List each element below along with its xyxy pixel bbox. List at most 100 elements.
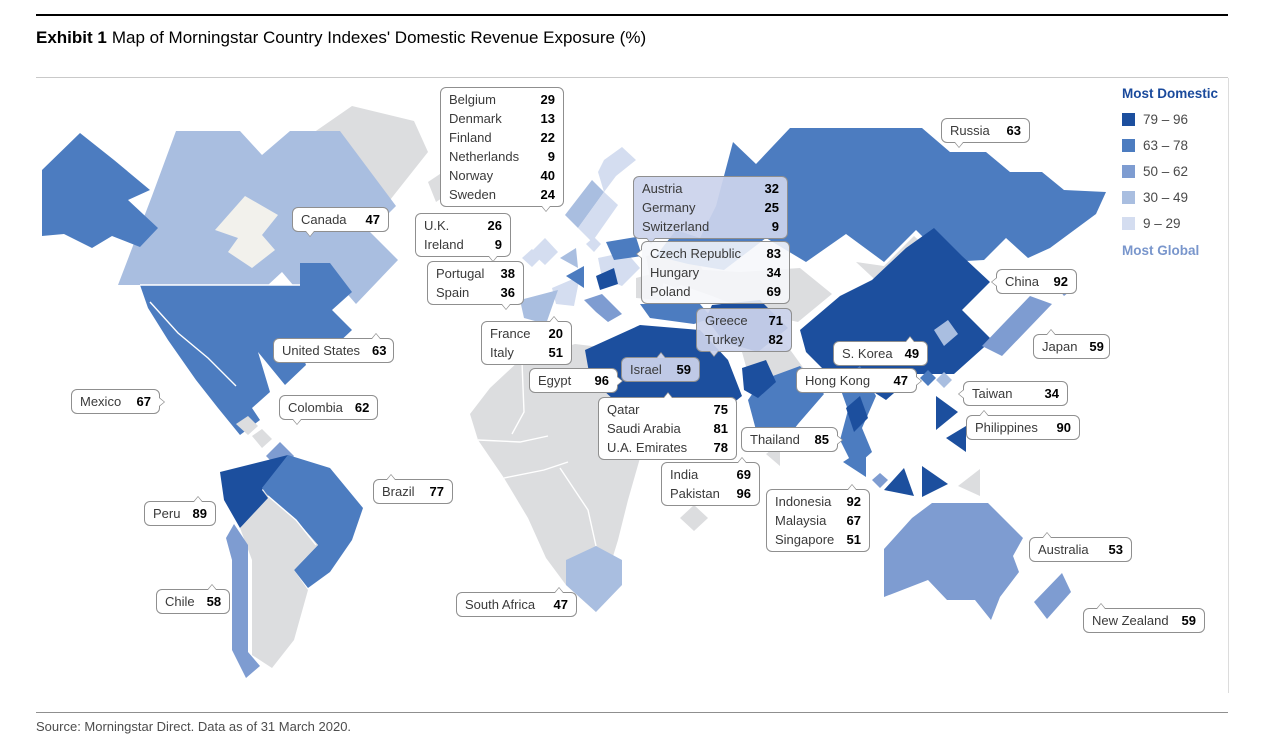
map-shape-philippines-2 [946,426,966,452]
country-name: Philippines [975,420,1038,435]
country-row: Finland 22 [449,128,555,147]
exhibit-title-text: Map of Morningstar Country Indexes' Dome… [111,28,647,47]
map-label-s-korea: S. Korea 49 [833,336,928,366]
country-row: New Zealand 59 [1092,611,1196,630]
map-shape-malaysia [843,447,866,477]
country-name: Malaysia [775,513,827,528]
country-name: Mexico [80,394,122,409]
map-shape-africa-border-1 [477,435,549,443]
map-shape-s-korea [934,320,958,346]
country-row: France 20 [490,324,563,343]
label-tail [501,304,511,310]
country-row: S. Korea 49 [842,344,919,363]
country-row: Ireland 9 [424,235,502,254]
legend-swatch [1122,191,1135,204]
country-value: 81 [713,421,728,436]
label-tail [1096,603,1106,609]
country-row: Hungary 34 [650,263,781,282]
map-shape-south-africa [566,546,622,612]
map-label-hong-kong: Hong Kong 47 [796,368,922,393]
country-value: 47 [553,597,568,612]
label-tail [954,142,964,148]
map-label-peru: Peru 89 [144,496,216,526]
map-label-india-pakistan: India 69 Pakistan 96 [661,457,760,506]
map-label-cee: Czech Republic 83 Hungary 34 Poland 69 [636,241,790,304]
country-row: Peru 89 [153,504,207,523]
country-value: 71 [768,313,783,328]
map-shape-norway [565,180,604,228]
right-edge-rule [1228,78,1229,693]
map-label-mexico: Mexico 67 [71,389,165,414]
map-shape-alps-1 [560,248,578,268]
country-name: Hong Kong [805,373,871,388]
legend-bucket: 30 – 49 [1122,190,1232,205]
country-value: 47 [365,212,380,227]
label-tail [305,231,315,237]
country-value: 75 [713,402,728,417]
label-tail [837,435,843,445]
country-value: 51 [846,532,861,547]
country-name: New Zealand [1092,613,1169,628]
country-name: Norway [449,168,494,183]
country-value: 40 [540,168,555,183]
map-label-sea: Indonesia 92 Malaysia 67 Singapore 51 [766,484,870,552]
country-value: 22 [540,130,555,145]
country-value: 36 [500,285,515,300]
country-name: Colombia [288,400,343,415]
country-name: Canada [301,212,347,227]
country-value: 13 [540,111,555,126]
map-shape-japan [982,296,1052,356]
country-name: Switzerland [642,219,710,234]
label-tail [617,376,623,386]
country-row: Hong Kong 47 [805,371,908,390]
country-value: 96 [736,486,751,501]
country-name: Turkey [705,332,745,347]
country-value: 59 [1089,339,1104,354]
country-name: Poland [650,284,691,299]
country-row: Saudi Arabia 81 [607,419,728,438]
label-tail [549,316,559,322]
country-name: Belgium [449,92,496,107]
country-row: Singapore 51 [775,530,861,549]
country-row: U.A. Emirates 78 [607,438,728,457]
map-label-brazil: Brazil 77 [373,474,453,504]
country-name: Singapore [775,532,835,547]
exhibit-title: Exhibit 1 Map of Morningstar Country Inde… [36,28,646,48]
legend-buckets: 79 – 96 63 – 78 50 – 62 30 – 49 9 – 29 [1122,112,1232,231]
map-shape-argentina [240,490,318,668]
country-value: 34 [766,265,781,280]
country-name: Austria [642,181,683,196]
legend-bucket-label: 63 – 78 [1143,138,1189,153]
map-label-colombia: Colombia 62 [279,395,378,425]
country-row: Czech Republic 83 [650,244,781,263]
map-shape-thailand [846,396,868,432]
country-row: Netherlands 9 [449,147,555,166]
label-tail [709,351,719,357]
label-tail [655,352,666,358]
map-shape-singapore [872,473,888,488]
legend-swatch [1122,113,1135,126]
country-row: Colombia 62 [288,398,369,417]
country-name: Egypt [538,373,572,388]
legend-bucket: 63 – 78 [1122,138,1232,153]
country-name: Portugal [436,266,485,281]
map-shape-indonesia-2 [922,466,948,497]
country-row: Chile 58 [165,592,221,611]
map-shape-central-america-1 [236,416,258,435]
label-tail [916,376,922,386]
legend-most-domestic: Most Domestic [1122,86,1219,101]
country-value: 92 [846,494,861,509]
map-shape-new-zealand [1034,573,1071,619]
map-label-dach: Austria 32 Germany 25 Switzerland 9 [633,176,788,244]
map-label-australia: Australia 53 [1029,532,1132,562]
map-label-greece-turkey: Greece 71 Turkey 82 [696,308,792,357]
country-name: Italy [490,345,514,360]
country-name: Israel [630,362,662,377]
label-tail [1042,532,1052,538]
map-shape-greece [640,304,712,324]
map-shape-alps-2 [566,266,584,288]
country-row: U.K. 26 [424,216,502,235]
country-value: 92 [1053,274,1068,289]
map-shape-indonesia-1 [884,468,914,496]
label-tail [1046,329,1056,335]
